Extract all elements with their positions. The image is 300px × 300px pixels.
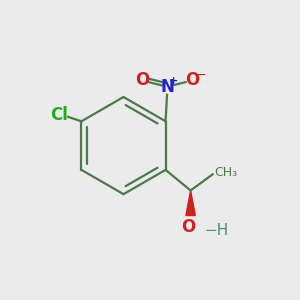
Text: +: +	[169, 76, 178, 86]
Text: −H: −H	[205, 223, 229, 238]
Text: Cl: Cl	[50, 106, 68, 124]
Text: N: N	[160, 78, 174, 96]
Text: O: O	[185, 71, 199, 89]
Text: −: −	[196, 69, 206, 82]
Text: O: O	[181, 218, 195, 236]
Text: CH₃: CH₃	[214, 166, 237, 179]
Polygon shape	[186, 190, 195, 215]
Text: O: O	[135, 71, 149, 89]
